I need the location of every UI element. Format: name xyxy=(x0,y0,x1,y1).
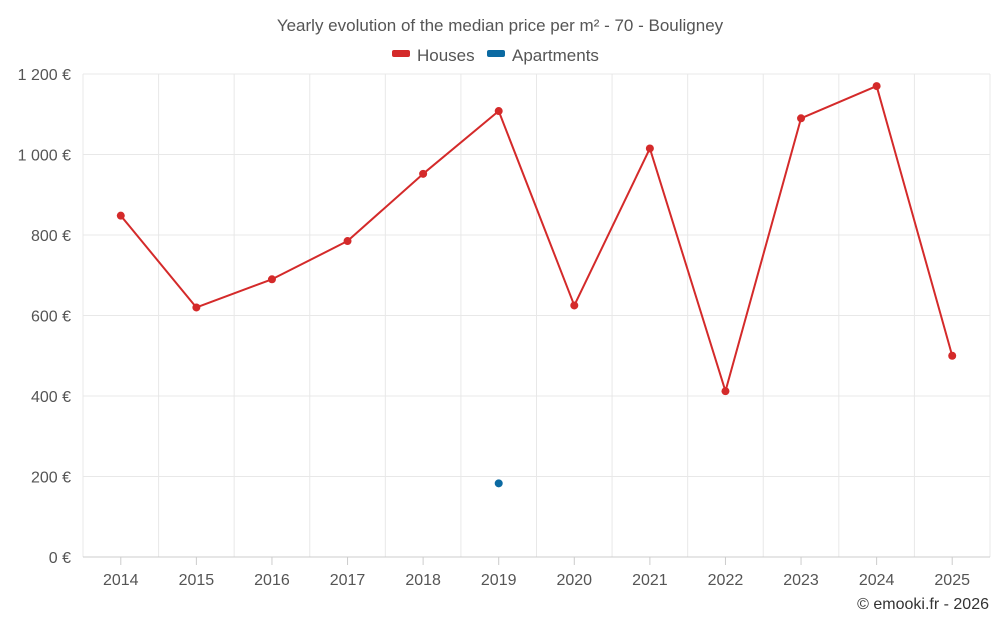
x-tick-label: 2014 xyxy=(103,572,139,589)
data-point-houses-2021[interactable] xyxy=(645,144,654,153)
y-tick-label: 600 € xyxy=(31,309,71,326)
data-point-apartments-2019[interactable] xyxy=(494,479,503,488)
y-tick-label: 0 € xyxy=(49,550,71,567)
series xyxy=(116,82,957,488)
legend-swatch-apartments xyxy=(487,50,505,57)
data-point-houses-2025[interactable] xyxy=(948,351,957,360)
series-line-houses xyxy=(120,85,954,393)
axes: 0 € 200 € 400 € 600 € 800 € 1 000 € 1 200 € 201… xyxy=(18,67,990,589)
data-point-houses-2022[interactable] xyxy=(721,387,730,396)
x-tick-label: 2018 xyxy=(405,572,441,589)
data-point-houses-2016[interactable] xyxy=(267,275,276,284)
x-tick-label: 2020 xyxy=(556,572,592,589)
legend-swatch-houses xyxy=(392,50,410,57)
x-tick-label: 2019 xyxy=(481,572,517,589)
data-point-houses-2018[interactable] xyxy=(419,169,428,178)
x-tick-label: 2021 xyxy=(632,572,668,589)
data-point-houses-2014[interactable] xyxy=(116,211,125,220)
data-point-houses-2024[interactable] xyxy=(872,82,881,91)
y-tick-label: 1 200 € xyxy=(18,67,71,84)
data-point-houses-2020[interactable] xyxy=(570,301,579,310)
x-tick-label: 2025 xyxy=(934,572,970,589)
x-tick-label: 2023 xyxy=(783,572,819,589)
y-tick-label: 1 000 € xyxy=(18,148,71,165)
data-point-houses-2019[interactable] xyxy=(494,107,503,116)
legend-item-houses[interactable]: Houses xyxy=(392,46,475,65)
chart-title: Yearly evolution of the median price per… xyxy=(277,16,724,35)
y-tick-label: 200 € xyxy=(31,470,71,487)
x-tick-label: 2024 xyxy=(859,572,895,589)
legend-item-apartments[interactable]: Apartments xyxy=(487,46,599,65)
x-tick-label: 2017 xyxy=(330,572,366,589)
data-point-houses-2015[interactable] xyxy=(192,303,201,312)
legend-label-houses: Houses xyxy=(417,46,475,65)
y-tick-label: 400 € xyxy=(31,389,71,406)
x-tick-label: 2016 xyxy=(254,572,290,589)
data-point-houses-2017[interactable] xyxy=(343,237,352,246)
legend: Houses Apartments xyxy=(392,46,599,65)
legend-label-apartments: Apartments xyxy=(512,46,599,65)
x-tick-label: 2015 xyxy=(179,572,215,589)
y-tick-label: 800 € xyxy=(31,228,71,245)
grid xyxy=(82,73,991,557)
credit-text: © emooki.fr - 2026 xyxy=(857,596,989,613)
data-point-houses-2023[interactable] xyxy=(797,114,806,123)
x-tick-label: 2022 xyxy=(708,572,744,589)
